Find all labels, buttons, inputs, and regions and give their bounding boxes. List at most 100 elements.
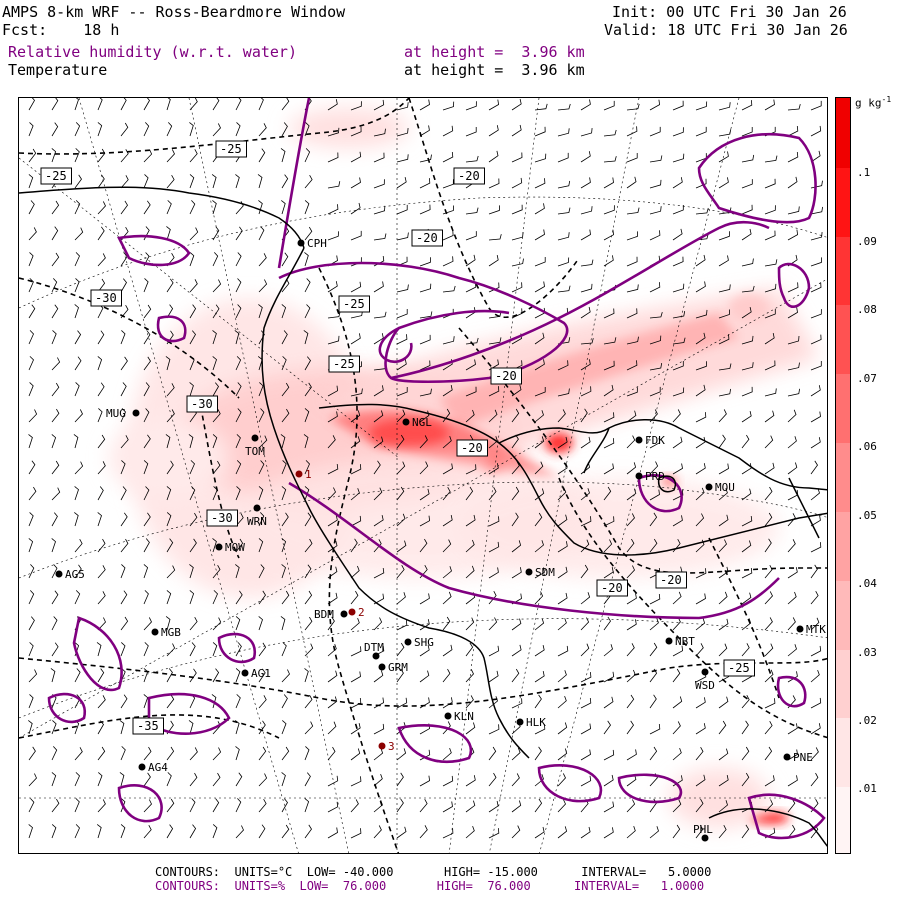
wind-barb bbox=[212, 460, 221, 475]
wind-barb bbox=[373, 311, 387, 319]
station-label: PNE bbox=[793, 751, 813, 764]
field1-height: at height = 3.96 km bbox=[404, 43, 585, 61]
isotherm-label: -30 bbox=[95, 291, 117, 305]
wind-barb bbox=[97, 226, 105, 241]
wind-barb bbox=[257, 174, 263, 189]
wind-barb bbox=[649, 512, 658, 527]
wind-barb bbox=[557, 232, 570, 241]
wind-barb bbox=[373, 152, 385, 163]
wind-barb bbox=[28, 174, 34, 189]
colorbar-tick-label: .01 bbox=[857, 782, 877, 795]
wind-barb bbox=[534, 798, 543, 813]
wind-barb bbox=[120, 382, 127, 397]
wind-barb bbox=[327, 487, 336, 501]
wind-barb bbox=[327, 746, 336, 761]
isotherm-label: -25 bbox=[333, 357, 355, 371]
wind-barb bbox=[741, 386, 753, 397]
wind-barb bbox=[97, 512, 102, 527]
wind-barb bbox=[603, 412, 615, 423]
isotherm-label: -35 bbox=[137, 719, 159, 733]
wind-barb bbox=[465, 101, 477, 111]
wind-barb bbox=[74, 824, 80, 839]
wind-barb bbox=[810, 206, 823, 215]
wind-barb bbox=[511, 540, 522, 553]
isotherm-label: -20 bbox=[416, 231, 438, 245]
wind-barb bbox=[28, 252, 34, 267]
wind-barb bbox=[534, 153, 547, 163]
wind-barb bbox=[672, 645, 684, 657]
wind-barb bbox=[350, 646, 362, 657]
wind-barb bbox=[166, 746, 175, 761]
wind-barb bbox=[626, 513, 635, 527]
wind-barb bbox=[465, 669, 474, 683]
station-label: CPH bbox=[307, 237, 327, 250]
wind-barb bbox=[235, 486, 241, 501]
wind-barb bbox=[373, 670, 384, 683]
wind-barb bbox=[74, 512, 79, 527]
numbered-markers: 1 2 3 bbox=[295, 468, 395, 753]
wind-barb bbox=[695, 384, 706, 397]
isotherm-label-box bbox=[456, 439, 488, 457]
wind-barb bbox=[74, 148, 80, 163]
isotherm-label: -20 bbox=[458, 169, 480, 183]
wind-barb bbox=[810, 257, 822, 267]
wind-barb bbox=[741, 335, 754, 345]
station-dot bbox=[701, 834, 709, 842]
rh-contours bbox=[47, 98, 826, 840]
wind-barb bbox=[810, 564, 818, 579]
wind-barb bbox=[672, 311, 686, 319]
wind-barb bbox=[764, 155, 778, 163]
wind-barb bbox=[327, 385, 339, 397]
wind-barb bbox=[603, 516, 615, 527]
wind-barb bbox=[304, 538, 313, 553]
wind-barb bbox=[603, 720, 611, 735]
wind-barb bbox=[120, 642, 126, 657]
wind-barb bbox=[120, 435, 129, 449]
wind-barb bbox=[258, 435, 268, 449]
wind-barb bbox=[212, 382, 219, 397]
wind-barb bbox=[649, 282, 661, 293]
wind-barb bbox=[741, 179, 753, 189]
wind-barb bbox=[97, 772, 103, 787]
wind-barb bbox=[764, 643, 774, 657]
wind-barb bbox=[281, 200, 286, 215]
wind-barb bbox=[327, 515, 338, 527]
wind-barb bbox=[396, 284, 409, 293]
wind-barb bbox=[580, 617, 590, 631]
wind-barb bbox=[51, 382, 60, 397]
colorbar-segment bbox=[836, 373, 850, 444]
wind-barb bbox=[626, 103, 640, 111]
wind-barb bbox=[603, 539, 613, 553]
wind-barb bbox=[557, 773, 566, 787]
wind-barb bbox=[143, 149, 153, 163]
wind-barb bbox=[557, 257, 570, 267]
wind-barb bbox=[212, 617, 222, 631]
wind-barb bbox=[281, 642, 287, 657]
wind-barb bbox=[626, 308, 638, 319]
wind-barb bbox=[74, 747, 83, 761]
wind-barb bbox=[97, 799, 106, 813]
wind-barb bbox=[580, 151, 591, 163]
wind-barb bbox=[787, 567, 798, 579]
wind-barb bbox=[557, 695, 567, 709]
wind-barb bbox=[396, 826, 407, 839]
wind-barb bbox=[695, 513, 705, 527]
station-label: MGB bbox=[161, 626, 181, 639]
wind-barb bbox=[649, 746, 658, 761]
wind-barb bbox=[97, 591, 106, 605]
wind-barb bbox=[419, 775, 431, 787]
wind-barb bbox=[120, 278, 127, 293]
wind-barb bbox=[488, 724, 500, 735]
wind-barb bbox=[143, 408, 150, 423]
wind-barb bbox=[235, 590, 243, 605]
wind-barb bbox=[741, 127, 753, 137]
wind-barb bbox=[281, 382, 290, 397]
wind-barb bbox=[189, 564, 194, 579]
wind-barb bbox=[419, 334, 431, 345]
wind-barb bbox=[281, 330, 288, 345]
wind-barb bbox=[120, 175, 129, 189]
wind-barb bbox=[764, 230, 776, 241]
wind-barb bbox=[488, 99, 500, 111]
wind-barb bbox=[166, 383, 175, 397]
wind-barb bbox=[810, 645, 822, 657]
